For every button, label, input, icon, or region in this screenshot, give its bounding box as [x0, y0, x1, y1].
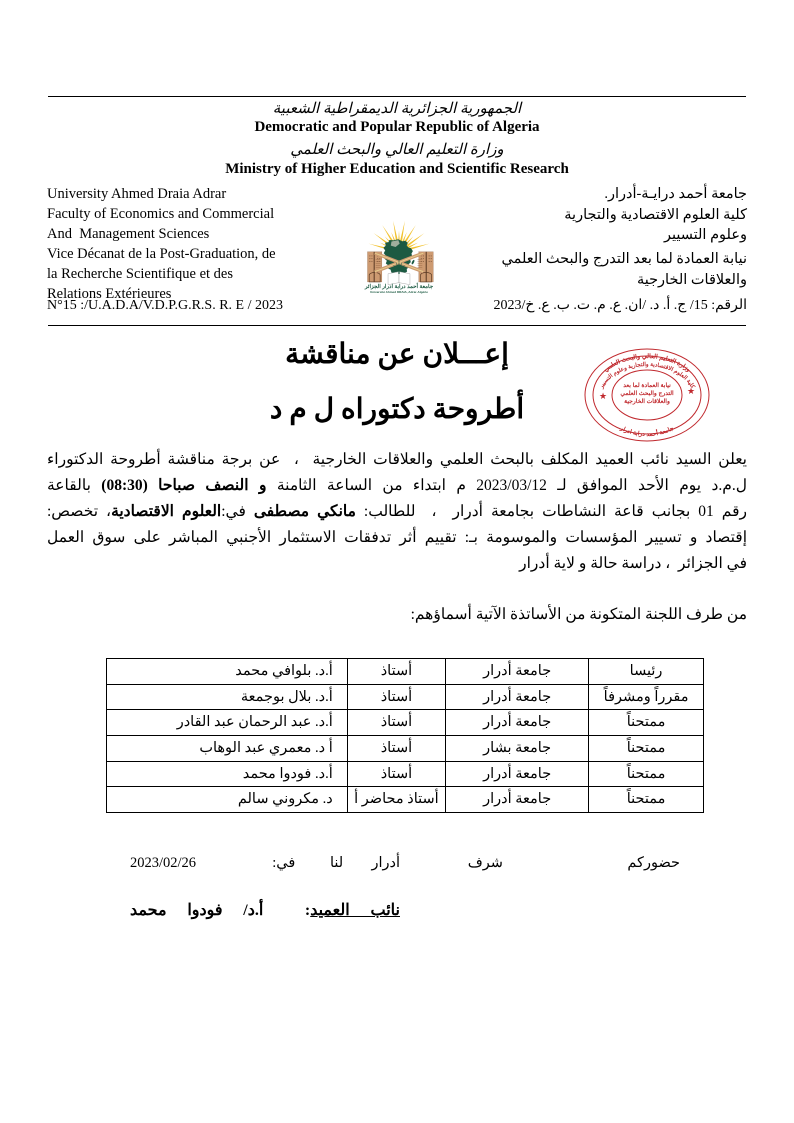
svg-text:Université Ahmed DRAIA, Adrar-: Université Ahmed DRAIA, Adrar-Algérie — [370, 290, 428, 294]
svg-text:جامعة أحمد درابة ادرار: جامعة أحمد درابة ادرار — [618, 425, 675, 438]
svg-text:★: ★ — [687, 386, 695, 396]
svg-text:جامعة أحمد درابة ادرار الجزائر: جامعة أحمد درابة ادرار الجزائر — [364, 282, 433, 290]
svg-text:★: ★ — [599, 391, 607, 401]
svg-text:التدرج والبحث العلمي: التدرج والبحث العلمي — [620, 390, 674, 397]
svg-text:نيابة العمادة لما بعد: نيابة العمادة لما بعد — [623, 382, 671, 389]
svg-text:والعلاقات الخارجية: والعلاقات الخارجية — [624, 398, 670, 405]
